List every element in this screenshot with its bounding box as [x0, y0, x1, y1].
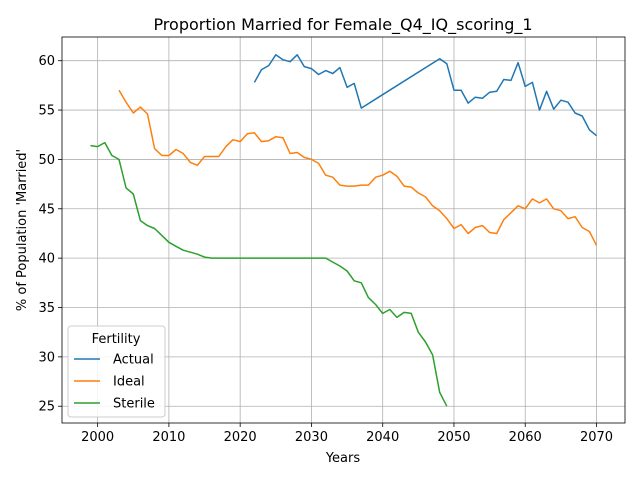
x-tick-label: 2010 [152, 430, 185, 445]
x-tick-label: 2040 [366, 430, 399, 445]
legend-label-ideal: Ideal [113, 375, 145, 390]
series-line-ideal [118, 89, 598, 246]
series-group [90, 54, 598, 407]
y-tick-label: 45 [38, 202, 55, 217]
x-tick-label: 2070 [580, 430, 613, 445]
x-tick-label: 2050 [437, 430, 470, 445]
y-tick-label: 30 [38, 350, 55, 365]
series-line-sterile [90, 141, 448, 407]
y-axis: 25 30 35 40 45 50 55 60 [38, 54, 62, 415]
plot-frame [61, 36, 626, 424]
x-axis-label: Years [325, 451, 361, 466]
y-tick-label: 55 [38, 104, 55, 119]
legend-title: Fertility [92, 332, 141, 347]
chart-title: Proportion Married for Female_Q4_IQ_scor… [153, 15, 532, 35]
legend-box [67, 325, 166, 418]
y-axis-label: % of Population 'Married' [15, 149, 30, 311]
y-tick-label: 25 [38, 400, 55, 415]
x-axis: 2000 2010 2020 2030 2040 2050 2060 2070 [81, 423, 613, 445]
y-tick-label: 35 [38, 301, 55, 316]
x-tick-label: 2060 [509, 430, 542, 445]
y-tick-label: 60 [38, 54, 55, 69]
legend-items: Actual Ideal Sterile [74, 353, 155, 412]
legend: Fertility Actual Ideal Sterile [67, 325, 166, 418]
y-tick-label: 50 [38, 153, 55, 168]
series-line-actual [253, 54, 597, 137]
x-tick-label: 2000 [81, 430, 114, 445]
y-tick-label: 40 [38, 252, 55, 267]
x-tick-label: 2020 [224, 430, 257, 445]
x-tick-label: 2030 [295, 430, 328, 445]
legend-label-sterile: Sterile [113, 397, 155, 412]
legend-label-actual: Actual [113, 353, 154, 368]
